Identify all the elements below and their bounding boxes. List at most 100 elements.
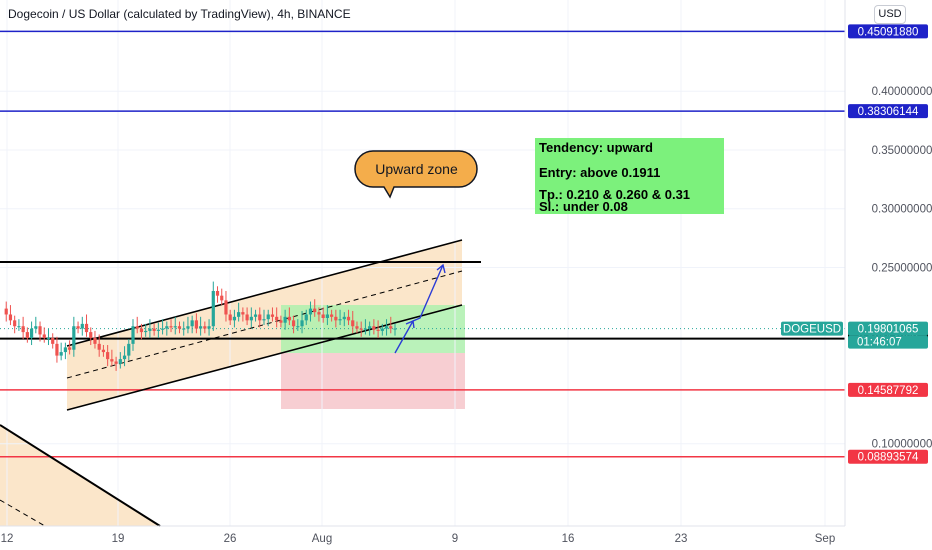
- candle-body: [34, 326, 38, 329]
- channel-lower-line: [66, 304, 463, 411]
- candle-body: [270, 314, 275, 317]
- candle-body: [59, 352, 63, 356]
- price-tick-label: 0.40000000: [872, 86, 932, 98]
- level-price-tag: [848, 104, 928, 119]
- price-tick-label: 0.30000000: [872, 204, 932, 216]
- trade-plan-note[interactable]: Tendency: upward Entry: above 0.1911 Tp.…: [535, 138, 724, 214]
- candle-body: [330, 314, 334, 317]
- candle-body: [279, 320, 283, 323]
- candle-body: [38, 326, 42, 335]
- candle-body: [25, 332, 29, 338]
- candle-body: [182, 328, 186, 330]
- time-tick-label: Aug: [312, 533, 332, 545]
- candle-body: [346, 316, 351, 321]
- candle-body: [296, 326, 300, 328]
- candle-body: [89, 332, 93, 338]
- candle-body: [186, 326, 190, 329]
- candle-body: [156, 329, 160, 331]
- candle-body: [169, 326, 173, 328]
- candle-body: [342, 316, 346, 320]
- candle-body: [122, 355, 127, 360]
- candle-body: [275, 316, 279, 321]
- candle-body: [76, 326, 80, 329]
- time-tick-label: 16: [562, 533, 575, 545]
- price-tick-label: 0.35000000: [872, 145, 932, 157]
- level-price-label: 0.08893574: [858, 452, 919, 464]
- candle-body: [8, 314, 13, 321]
- candle-body: [224, 300, 228, 315]
- candle-body: [139, 328, 144, 333]
- candle-body: [4, 308, 8, 315]
- candle-body: [372, 326, 376, 330]
- countdown-tag: [848, 335, 928, 349]
- candle-body: [110, 359, 114, 362]
- candle-body: [165, 326, 169, 329]
- note-stop-loss: Sl.: under 0.08: [539, 199, 628, 214]
- candle-body: [334, 316, 338, 321]
- time-tick-label: Sep: [815, 533, 835, 545]
- candle-body: [46, 337, 51, 339]
- candle-body: [283, 316, 287, 323]
- candle-body: [393, 328, 397, 330]
- candle-body: [359, 328, 363, 330]
- candle-body: [29, 328, 34, 338]
- chart-title: Dogecoin / US Dollar (calculated by Trad…: [8, 7, 351, 21]
- candle-body: [228, 314, 232, 321]
- candle-body: [355, 326, 359, 329]
- candle-body: [127, 343, 131, 356]
- level-price-tag: [848, 449, 928, 464]
- symbol-label: DOGEUSD: [783, 324, 841, 336]
- candle-body: [232, 316, 237, 321]
- currency-button[interactable]: USD: [874, 5, 906, 24]
- candle-body: [131, 326, 135, 344]
- candle-body: [304, 314, 308, 321]
- upward-zone-callout: [354, 150, 478, 199]
- candle-body: [220, 295, 224, 301]
- candle-body: [135, 326, 139, 329]
- candle-body: [97, 343, 101, 350]
- candle-body: [199, 326, 203, 329]
- candle-body: [194, 320, 198, 329]
- upward-zone-callout-label: Upward zone: [375, 161, 458, 177]
- candle-body: [93, 337, 97, 344]
- candle-body: [351, 320, 355, 327]
- candle-body: [152, 328, 156, 331]
- candle-body: [338, 319, 342, 321]
- candle-body: [72, 326, 76, 350]
- loss-zone: [281, 353, 465, 409]
- price-tick-label: 0.25000000: [872, 262, 932, 274]
- candle-body: [249, 316, 253, 321]
- last-price-label: 0.19801065: [858, 324, 919, 336]
- candle-body: [21, 326, 25, 333]
- last-price-tag: [848, 321, 928, 336]
- time-tick-label: 9: [452, 533, 458, 545]
- time-tick-label: 12: [1, 533, 14, 545]
- projection-arrowhead-2: [436, 263, 446, 274]
- candle-body: [51, 337, 55, 344]
- candle-body: [148, 328, 152, 331]
- candle-body: [368, 326, 372, 329]
- candle-body: [207, 326, 211, 329]
- candle-body: [389, 326, 393, 329]
- candle-body: [42, 334, 46, 338]
- price-tick-label: 0.10000000: [872, 439, 932, 451]
- level-price-label: 0.38306144: [858, 106, 919, 118]
- candle-body: [190, 320, 194, 327]
- candle-body: [118, 359, 122, 364]
- candle-body: [237, 312, 241, 317]
- candle-body: [300, 320, 304, 327]
- candle-body: [101, 349, 106, 353]
- candle-body: [253, 314, 258, 317]
- candle-body: [291, 320, 296, 327]
- candle-body: [287, 316, 291, 321]
- candle-body: [380, 328, 384, 331]
- note-entry: Entry: above 0.1911: [539, 165, 661, 180]
- candle-body: [317, 312, 321, 315]
- candle-body: [376, 329, 380, 331]
- time-tick-label: 23: [675, 533, 688, 545]
- time-tick-label: 26: [224, 533, 237, 545]
- candle-body: [80, 323, 84, 329]
- level-price-label: 0.14587792: [858, 385, 919, 397]
- candle-body: [245, 314, 249, 321]
